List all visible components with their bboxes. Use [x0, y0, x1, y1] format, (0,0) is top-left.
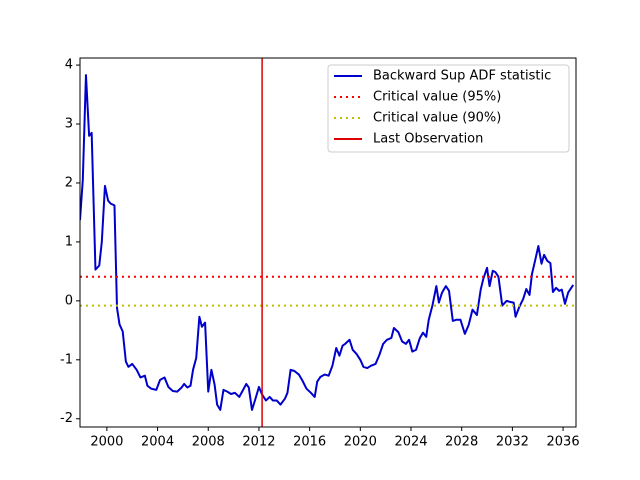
- x-tick-label: 2032: [496, 435, 529, 450]
- x-tick-label: 2028: [445, 435, 478, 450]
- y-tick-label: 0: [65, 293, 73, 308]
- x-tick-label: 2036: [547, 435, 580, 450]
- x-tick-label: 2016: [293, 435, 326, 450]
- y-tick-label: 4: [65, 58, 73, 73]
- x-tick-label: 2000: [90, 435, 123, 450]
- axes: -2 -1 0 1 2 3 4 2000 2004 2008 2012 2016 2020 2024 202…: [60, 57, 580, 450]
- x-tick-label: 2024: [394, 435, 427, 450]
- x-tick-label: 2012: [242, 435, 275, 450]
- legend-label: Critical value (95%): [373, 90, 501, 105]
- plot-area: [80, 58, 576, 427]
- y-tick-label: -2: [60, 411, 73, 426]
- legend-label: Last Observation: [373, 132, 483, 147]
- y-tick-label: -1: [60, 352, 73, 367]
- legend-label: Critical value (90%): [373, 111, 501, 126]
- x-tick-label: 2020: [344, 435, 377, 450]
- legend-box: [327, 64, 570, 153]
- x-tick-label: 2004: [141, 435, 174, 450]
- y-tick-label: 2: [65, 175, 73, 190]
- y-tick-label: 3: [65, 117, 73, 132]
- x-tick-label: 2008: [192, 435, 225, 450]
- y-tick-label: 1: [65, 234, 73, 249]
- statistic-line: [80, 74, 575, 411]
- legend-label: Backward Sup ADF statistic: [373, 69, 551, 84]
- axes-frame: [79, 57, 577, 428]
- legend: Backward Sup ADF statistic Critical value…: [327, 64, 570, 153]
